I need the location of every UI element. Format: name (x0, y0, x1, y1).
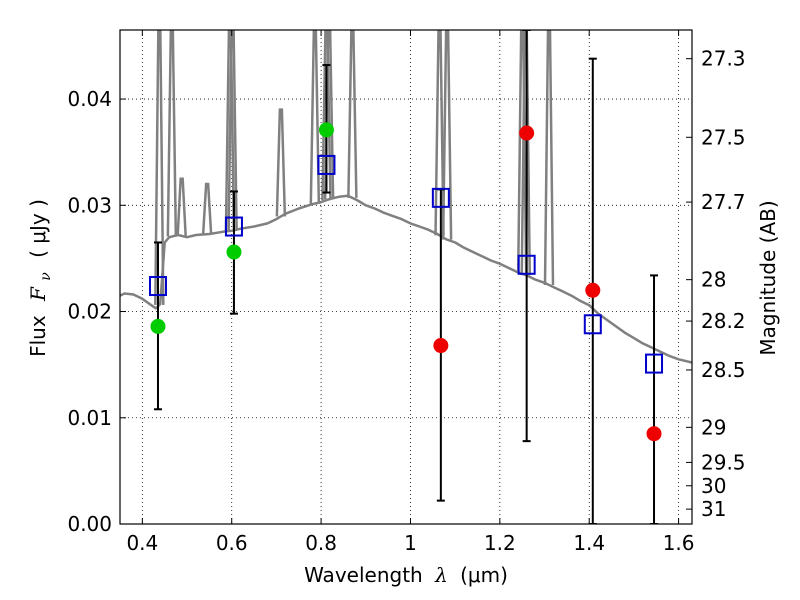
y-axis-label-text: Flux (26, 315, 50, 357)
model-spectrum (120, 30, 692, 364)
grid (120, 30, 692, 525)
magnitude-tick-label: 29.5 (701, 450, 746, 474)
y-tick-label: 0.00 (67, 512, 112, 536)
model-photometry-square (431, 187, 450, 208)
emission-line (516, 30, 528, 274)
emission-line (347, 30, 358, 198)
plot-area (120, 30, 692, 524)
y-axis-label-subscript: ν (38, 272, 54, 281)
magnitude-tick-label: 29 (701, 415, 726, 439)
y-axis-label: Flux F ν ( μJy ) (26, 199, 55, 357)
x-axis-ticks: 0.4 0.6 0.8 1 1.2 1.4 1.6 (126, 30, 695, 555)
y-axis-ticks: 0.00 0.01 0.02 0.03 0.04 (67, 87, 126, 536)
emission-line (224, 30, 236, 232)
model-photometry-square (583, 314, 602, 335)
emission-line (201, 182, 213, 235)
markers (148, 122, 664, 442)
magnitude-tick-label: 31 (701, 497, 726, 521)
y-tick-label: 0.02 (67, 300, 112, 324)
plot-frame (119, 29, 693, 525)
x-tick-label: 1 (404, 531, 417, 555)
detection-point (318, 122, 334, 138)
model-photometry-square (645, 353, 664, 374)
y-tick-label: 0.03 (67, 193, 112, 217)
x-tick-label: 1.6 (663, 531, 695, 555)
emission-line (154, 30, 165, 305)
x-tick-label: 0.6 (216, 531, 248, 555)
x-axis-label: Wavelength λ (μm) (304, 563, 508, 587)
magnitude-tick-label: 28 (701, 268, 726, 292)
detection-point (150, 318, 166, 334)
emission-line (434, 30, 445, 236)
emission-line (321, 30, 332, 201)
x-axis-label-symbol: λ (434, 563, 448, 587)
non-detection-point (519, 125, 535, 141)
model-photometry-square (148, 276, 167, 297)
model-photometry-square (317, 154, 336, 175)
non-detection-point (646, 426, 662, 442)
emission-line (227, 30, 238, 231)
model-photometry-square (224, 216, 243, 237)
x-tick-label: 0.8 (305, 531, 337, 555)
x-axis-label-text: Wavelength (304, 563, 423, 587)
y-tick-label: 0.01 (67, 406, 112, 430)
x-tick-label: 1.2 (484, 531, 516, 555)
x-axis-label-unit: (μm) (460, 563, 508, 587)
emission-line (176, 177, 187, 236)
x-tick-label: 1.4 (573, 531, 605, 555)
model-photometry-square (517, 254, 536, 275)
y-axis-label-symbol: F (26, 286, 50, 302)
emission-line (309, 30, 321, 204)
emission-line (441, 30, 453, 240)
emission-line (543, 30, 555, 285)
magnitude-tick-label: 27.5 (701, 125, 746, 149)
non-detection-point (433, 338, 449, 354)
magnitude-tick-label: 28.5 (701, 358, 746, 382)
magnitude-tick-label: 28.2 (701, 309, 746, 333)
non-detection-point (585, 282, 601, 298)
x-tick-label: 0.4 (126, 531, 158, 555)
magnitude-tick-label: 27.7 (701, 190, 746, 214)
emission-line (275, 108, 287, 217)
magnitude-tick-label: 30 (701, 474, 726, 498)
magnitude-tick-label: 27.3 (701, 47, 746, 71)
detection-point (226, 244, 242, 260)
y-tick-label: 0.04 (67, 87, 112, 111)
emission-line (166, 30, 178, 237)
right-axis-label: Magnitude (AB) (756, 200, 780, 355)
y-axis-label-unit: ( μJy ) (26, 199, 50, 258)
emission-line (520, 30, 532, 276)
spectrum-line (120, 194, 692, 364)
